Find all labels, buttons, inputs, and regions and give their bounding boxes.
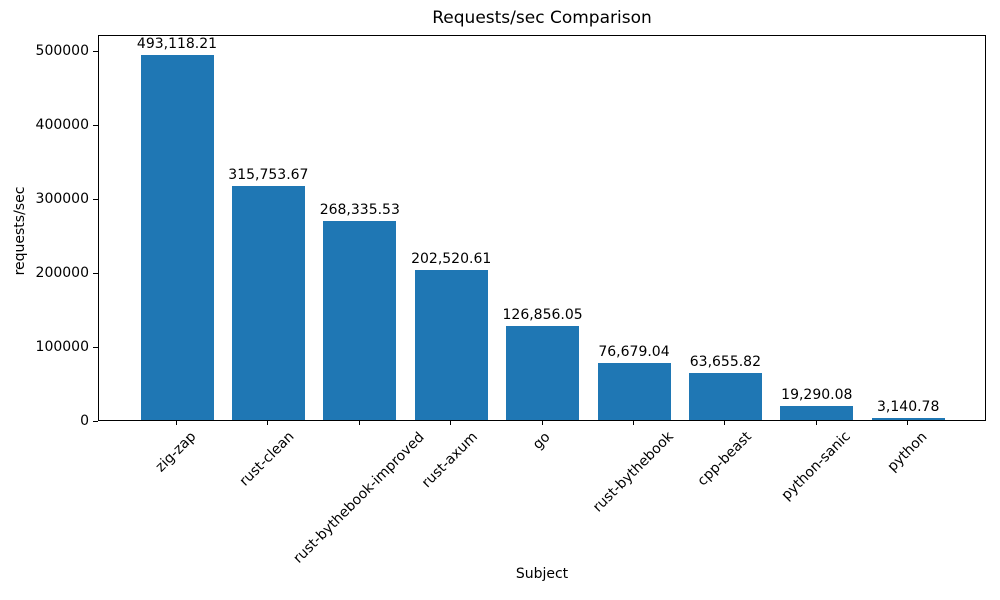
x-tick-mark <box>633 421 634 425</box>
x-tick-label: rust-bythebook-improved <box>290 428 428 567</box>
y-tick-label: 200000 <box>35 265 89 281</box>
x-tick-mark <box>176 421 177 425</box>
y-tick-label: 300000 <box>35 191 89 207</box>
x-tick-mark <box>267 421 269 425</box>
x-tick-label: go <box>529 428 554 453</box>
x-tick-mark <box>907 421 909 425</box>
bar <box>414 270 488 420</box>
x-tick-label: zig-zap <box>152 428 200 476</box>
y-tick-mark <box>93 51 98 52</box>
bar-value-label: 3,140.78 <box>877 398 940 415</box>
x-tick-label: rust-bythebook <box>589 429 677 516</box>
x-tick-mark <box>450 421 452 425</box>
plot-area: 493,118.21 315,753.67 268,335.53 202,520.61… <box>98 35 986 421</box>
x-tick-label: cpp-beast <box>694 428 755 490</box>
bar-value-label: 63,655.82 <box>689 353 762 370</box>
x-tick-mark <box>358 421 360 425</box>
chart-title: Requests/sec Comparison <box>432 8 652 28</box>
y-tick-mark <box>93 199 98 200</box>
bar-value-label: 202,520.61 <box>411 251 492 268</box>
x-tick-mark <box>541 421 543 425</box>
bar <box>323 221 397 420</box>
bar <box>140 55 214 420</box>
bar <box>688 372 762 420</box>
x-axis-label: Subject <box>515 566 569 582</box>
bar <box>597 363 671 420</box>
x-tick-label: python-sanic <box>778 428 854 505</box>
y-tick-label: 100000 <box>35 339 89 355</box>
bar <box>231 186 305 420</box>
bar <box>506 326 580 420</box>
bar-value-label: 19,290.08 <box>781 386 853 403</box>
y-tick-label: 400000 <box>35 117 89 133</box>
bar-value-label: 493,118.21 <box>136 36 218 53</box>
y-tick-label: 500000 <box>35 43 89 59</box>
y-tick-label: 0 <box>80 413 89 429</box>
y-tick-mark <box>93 347 98 348</box>
bar-value-label: 315,753.67 <box>228 167 309 184</box>
x-tick-label: rust-axum <box>419 429 482 492</box>
bar-value-label: 126,856.05 <box>502 307 583 324</box>
x-tick-label: python <box>884 428 931 475</box>
x-tick-mark <box>724 421 726 425</box>
bar-value-label: 268,335.53 <box>319 202 400 219</box>
x-tick-label: rust-clean <box>237 428 298 490</box>
y-tick-mark <box>93 273 98 274</box>
bar <box>780 405 854 420</box>
bar <box>871 417 945 420</box>
x-tick-mark <box>815 421 817 425</box>
y-tick-mark <box>93 421 98 422</box>
y-tick-mark <box>93 125 98 126</box>
bar-value-label: 76,679.04 <box>598 344 670 361</box>
